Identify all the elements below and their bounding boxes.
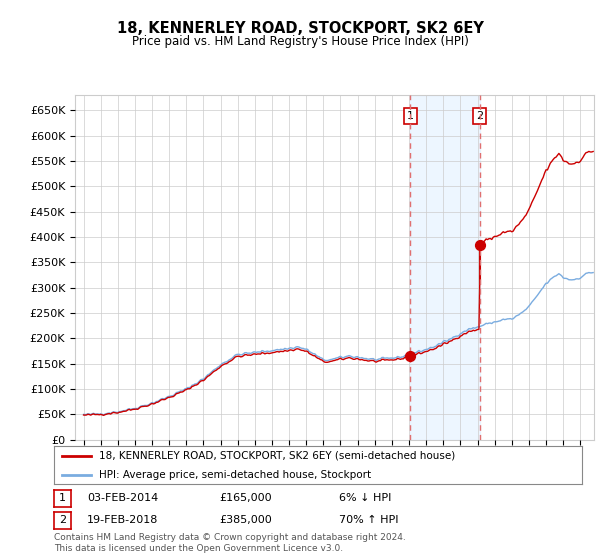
Text: 19-FEB-2018: 19-FEB-2018 bbox=[87, 515, 158, 525]
Text: 18, KENNERLEY ROAD, STOCKPORT, SK2 6EY (semi-detached house): 18, KENNERLEY ROAD, STOCKPORT, SK2 6EY (… bbox=[99, 451, 455, 461]
Text: Price paid vs. HM Land Registry's House Price Index (HPI): Price paid vs. HM Land Registry's House … bbox=[131, 35, 469, 48]
Text: 03-FEB-2014: 03-FEB-2014 bbox=[87, 493, 158, 503]
Text: £165,000: £165,000 bbox=[219, 493, 272, 503]
Bar bbox=[410, 95, 480, 440]
Text: Contains HM Land Registry data © Crown copyright and database right 2024.
This d: Contains HM Land Registry data © Crown c… bbox=[54, 533, 406, 553]
Text: £385,000: £385,000 bbox=[219, 515, 272, 525]
Text: 70% ↑ HPI: 70% ↑ HPI bbox=[339, 515, 398, 525]
Text: 6% ↓ HPI: 6% ↓ HPI bbox=[339, 493, 391, 503]
Point bbox=[406, 352, 415, 361]
Text: 2: 2 bbox=[59, 515, 66, 525]
Text: 1: 1 bbox=[407, 111, 414, 121]
Text: 18, KENNERLEY ROAD, STOCKPORT, SK2 6EY: 18, KENNERLEY ROAD, STOCKPORT, SK2 6EY bbox=[116, 21, 484, 36]
Text: HPI: Average price, semi-detached house, Stockport: HPI: Average price, semi-detached house,… bbox=[99, 470, 371, 480]
Point bbox=[475, 240, 485, 249]
Text: 2: 2 bbox=[476, 111, 483, 121]
Text: 1: 1 bbox=[59, 493, 66, 503]
